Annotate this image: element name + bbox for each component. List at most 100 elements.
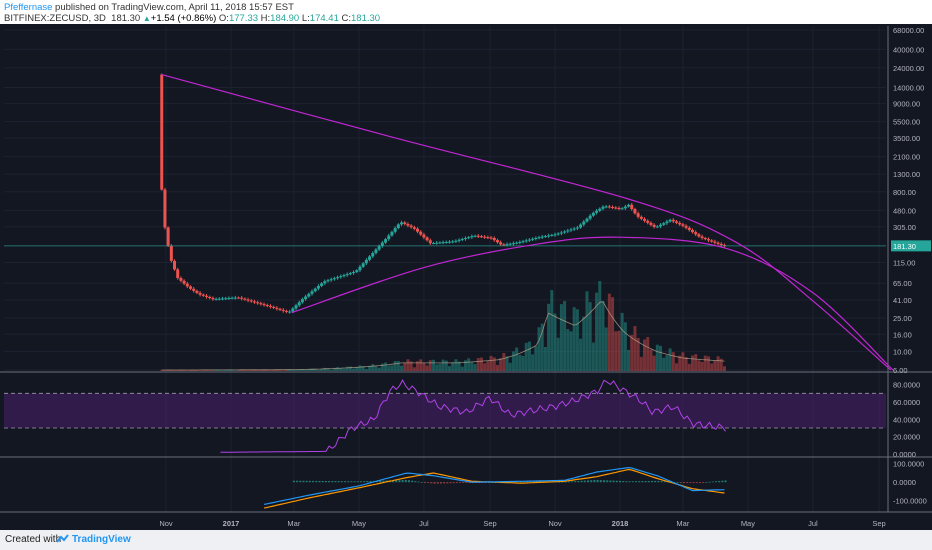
volume-bar [508, 362, 512, 371]
parabolic-arcs [161, 73, 894, 371]
candle [166, 227, 170, 246]
price-tick-label: 68000.00 [893, 26, 924, 35]
candle [540, 236, 544, 238]
macd-histogram-bar [302, 480, 305, 483]
candle [189, 286, 193, 289]
macd-histogram-bar [423, 482, 426, 484]
price-tick-label: 305.00 [893, 223, 916, 232]
volume-bar [323, 367, 327, 371]
volume-bar [547, 303, 551, 371]
candle [419, 231, 423, 235]
candle [649, 222, 653, 225]
volume-bar [713, 360, 717, 371]
volume-bar [393, 360, 397, 371]
macd-histogram-bar [353, 481, 356, 483]
volume-bar [374, 365, 378, 371]
volume-bar [428, 360, 432, 371]
volume-bar [441, 359, 445, 371]
author-name[interactable]: Pfeffernase [4, 2, 53, 13]
macd-histogram-bar [360, 481, 363, 483]
candle [246, 299, 250, 301]
macd-tick-label: -100.0000 [893, 497, 927, 506]
macd-histogram-bar [305, 480, 308, 483]
candle [294, 305, 298, 309]
macd-histogram-bar [587, 480, 590, 483]
volume-bar [611, 297, 615, 371]
candle [579, 224, 583, 228]
macd-histogram-bar [619, 480, 622, 483]
candle [575, 227, 579, 229]
price-candles[interactable] [4, 73, 886, 314]
candle [451, 241, 455, 243]
macd-histogram-bar [590, 480, 593, 483]
macd-histogram-bar [708, 481, 711, 483]
candle [671, 219, 675, 222]
candle [454, 240, 458, 242]
candle [358, 266, 362, 271]
tradingview-brand[interactable]: TradingView [72, 534, 131, 545]
candle [284, 310, 288, 312]
volume-bar [639, 356, 643, 371]
volume-bar [697, 360, 701, 371]
candle [272, 306, 276, 308]
candle [499, 242, 503, 245]
macd-tick-label: 100.0000 [893, 460, 924, 469]
macd-histogram-bar [718, 480, 721, 483]
candle [694, 232, 698, 235]
candle [364, 259, 368, 264]
candle [655, 226, 659, 228]
volume-bar [377, 367, 381, 371]
candle [288, 311, 292, 313]
macd-histogram-bar [593, 480, 596, 483]
candle [614, 207, 618, 209]
price-tick-label: 14000.00 [893, 84, 924, 93]
candle [588, 215, 592, 219]
candle [208, 296, 212, 299]
candle [435, 242, 439, 244]
chart-canvas[interactable]: 68000.00 40000.00 24000.00 14000.00 9000.00 5… [0, 24, 932, 530]
candle [217, 298, 221, 300]
volume-bar [310, 368, 314, 371]
volume-bar [195, 369, 199, 371]
volume-bar [467, 358, 471, 371]
price-tick-label: 2100.00 [893, 153, 920, 162]
volume-bar [502, 352, 506, 371]
price-tick-label: 24000.00 [893, 64, 924, 73]
candle [531, 238, 535, 240]
candle [326, 280, 330, 282]
candle [457, 239, 461, 241]
volume-bar [643, 339, 647, 371]
volume-bar [582, 316, 586, 371]
volume-bar [492, 357, 496, 371]
candle [275, 307, 279, 309]
macd-histogram-bar [414, 481, 417, 483]
arc-lower [291, 236, 894, 371]
tradingview-logo-icon [56, 534, 69, 543]
macd-pane [263, 466, 727, 509]
volume-bar [553, 313, 557, 371]
candle [508, 243, 512, 245]
volume-bar [329, 369, 333, 371]
macd-histogram-bar [654, 480, 657, 483]
volume-bar [495, 364, 499, 371]
price-tick-label: 800.00 [893, 188, 916, 197]
volume-bar [451, 362, 455, 371]
close-label: C: [341, 13, 352, 24]
macd-histogram-bar [695, 482, 698, 484]
volume-bar [272, 369, 276, 371]
macd-histogram-bar [404, 479, 407, 483]
candle [703, 237, 707, 240]
volume-bar [284, 369, 288, 371]
macd-histogram-bar [571, 481, 574, 483]
macd-histogram-bar [350, 481, 353, 483]
macd-histogram-bar [411, 480, 414, 483]
volume-bar [313, 368, 317, 371]
candle [630, 204, 634, 210]
volume-bar [627, 349, 631, 371]
candle [553, 234, 557, 236]
volume-bar [326, 368, 330, 371]
macd-histogram-bar [328, 481, 331, 483]
rsi-band [4, 392, 886, 429]
candle [432, 242, 436, 244]
rsi-tick-label: 80.0000 [893, 381, 920, 390]
